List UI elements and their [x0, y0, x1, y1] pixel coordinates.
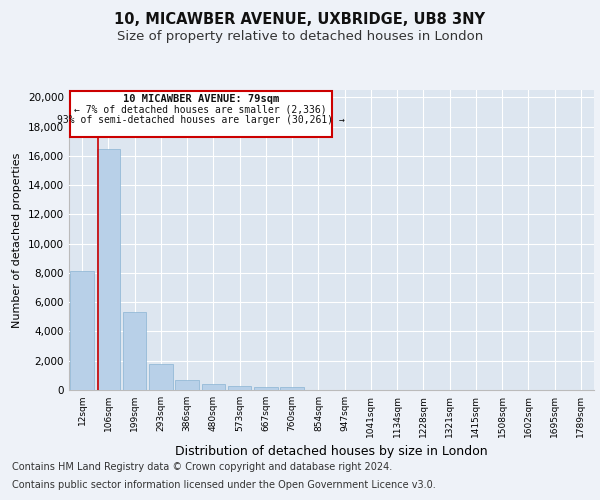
Bar — [228, 386, 251, 390]
Bar — [280, 388, 304, 390]
Text: 93% of semi-detached houses are larger (30,261) →: 93% of semi-detached houses are larger (… — [57, 115, 345, 125]
Bar — [149, 364, 173, 390]
Bar — [254, 387, 278, 390]
Text: ← 7% of detached houses are smaller (2,336): ← 7% of detached houses are smaller (2,3… — [74, 104, 327, 115]
X-axis label: Distribution of detached houses by size in London: Distribution of detached houses by size … — [175, 446, 488, 458]
Text: Size of property relative to detached houses in London: Size of property relative to detached ho… — [117, 30, 483, 43]
Bar — [97, 148, 120, 390]
Bar — [175, 380, 199, 390]
Text: 10 MICAWBER AVENUE: 79sqm: 10 MICAWBER AVENUE: 79sqm — [122, 94, 279, 104]
Bar — [70, 272, 94, 390]
Bar — [70, 92, 332, 137]
Text: Contains HM Land Registry data © Crown copyright and database right 2024.: Contains HM Land Registry data © Crown c… — [12, 462, 392, 472]
Text: 10, MICAWBER AVENUE, UXBRIDGE, UB8 3NY: 10, MICAWBER AVENUE, UXBRIDGE, UB8 3NY — [115, 12, 485, 28]
Text: Contains public sector information licensed under the Open Government Licence v3: Contains public sector information licen… — [12, 480, 436, 490]
Bar — [123, 312, 146, 390]
Y-axis label: Number of detached properties: Number of detached properties — [13, 152, 22, 328]
Bar — [202, 384, 225, 390]
